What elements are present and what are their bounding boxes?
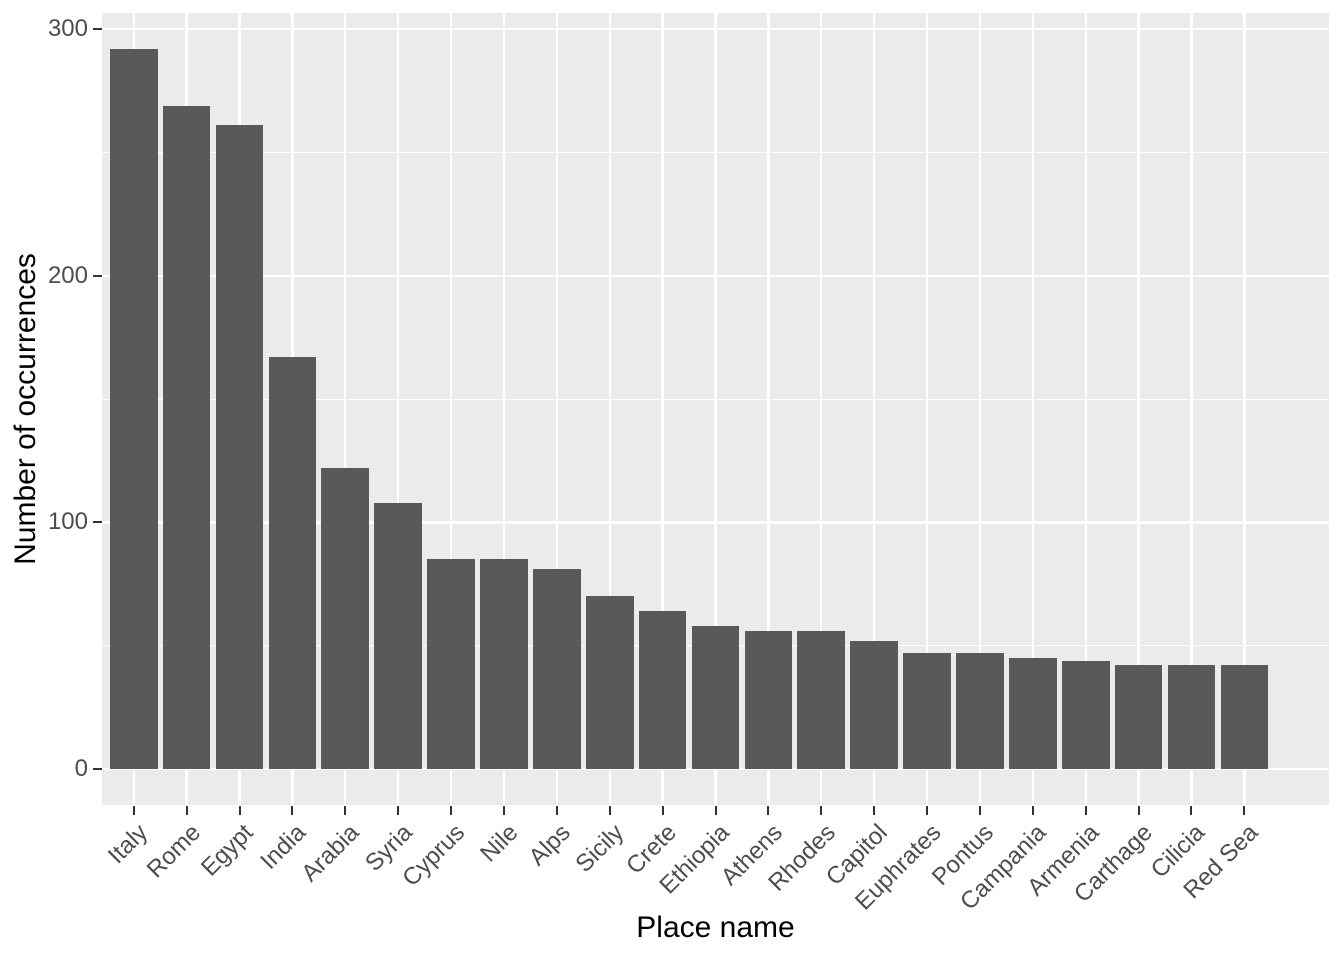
x-tick-mark-0 <box>132 806 135 815</box>
gridline-vertical-13 <box>820 13 823 805</box>
x-tick-label-rome: Rome <box>141 819 206 884</box>
gridline-vertical-11 <box>714 13 717 805</box>
bar-sicily <box>585 596 634 769</box>
gridline-vertical-20 <box>1190 13 1193 805</box>
y-axis-title: Number of occurrences <box>6 13 46 805</box>
y-tick-label-300: 300 <box>47 15 88 43</box>
bar-italy <box>109 49 158 769</box>
gridline-vertical-8 <box>555 13 559 805</box>
bar-syria <box>374 502 422 769</box>
x-tick-mark-21 <box>1243 806 1246 815</box>
x-tick-mark-20 <box>1190 806 1193 815</box>
gridline-vertical-16 <box>978 13 982 805</box>
x-tick-mark-14 <box>873 806 876 815</box>
y-axis-title-text: Number of occurrences <box>9 253 43 565</box>
bar-capitol <box>850 640 898 769</box>
x-tick-mark-6 <box>450 806 453 815</box>
bar-pontus <box>956 653 1004 769</box>
bar-rome <box>162 105 211 769</box>
bar-armenia <box>1061 660 1110 769</box>
gridline-vertical-9 <box>608 13 611 805</box>
gridline-vertical-15 <box>925 13 929 805</box>
bar-cyprus <box>427 559 475 769</box>
y-tick-mark-300 <box>93 28 102 31</box>
bar-euphrates <box>903 653 951 769</box>
bar-red-sea <box>1220 665 1269 769</box>
x-tick-mark-2 <box>238 806 241 815</box>
bar-alps <box>533 569 581 769</box>
x-tick-mark-7 <box>502 806 505 815</box>
y-tick-label-200: 200 <box>47 261 88 289</box>
y-tick-mark-100 <box>93 521 102 524</box>
x-tick-mark-1 <box>185 806 188 815</box>
bar-carthage <box>1114 665 1163 769</box>
x-tick-mark-13 <box>820 806 823 815</box>
x-axis-title: Place name <box>636 911 795 944</box>
gridline-vertical-12 <box>767 13 770 805</box>
x-tick-mark-5 <box>397 806 400 815</box>
y-tick-mark-0 <box>93 768 102 770</box>
x-tick-label-egypt: Egypt <box>196 819 259 882</box>
x-tick-label-sicily: Sicily <box>570 819 629 878</box>
bar-egypt <box>215 125 264 769</box>
x-tick-mark-11 <box>714 806 717 815</box>
x-tick-label-alps: Alps <box>523 819 576 872</box>
bar-nile <box>480 559 528 769</box>
bar-athens <box>744 630 793 769</box>
x-tick-mark-12 <box>767 806 770 815</box>
x-tick-mark-4 <box>344 806 347 815</box>
bar-cilicia <box>1167 665 1216 769</box>
x-tick-mark-18 <box>1084 806 1087 815</box>
gridline-vertical-10 <box>661 13 664 805</box>
bar-india <box>268 357 317 769</box>
gridline-vertical-18 <box>1084 13 1087 805</box>
x-tick-mark-8 <box>555 806 558 815</box>
bar-rhodes <box>797 630 846 769</box>
gridline-vertical-5 <box>396 13 400 805</box>
y-tick-mark-200 <box>93 274 102 277</box>
gridline-vertical-17 <box>1031 13 1035 805</box>
gridline-vertical-4 <box>344 13 347 805</box>
x-tick-label-nile: Nile <box>474 819 524 868</box>
gridline-vertical-6 <box>449 13 453 805</box>
bar-ethiopia <box>691 625 740 769</box>
x-tick-mark-10 <box>661 806 664 815</box>
bar-campania <box>1009 658 1057 769</box>
gridline-vertical-14 <box>872 13 876 805</box>
x-tick-mark-16 <box>978 806 981 815</box>
y-tick-label-0: 0 <box>74 755 88 782</box>
x-tick-mark-19 <box>1137 806 1140 815</box>
bar-arabia <box>321 468 370 769</box>
y-tick-label-100: 100 <box>47 508 88 536</box>
gridline-vertical-21 <box>1243 13 1246 805</box>
x-tick-mark-17 <box>1031 806 1034 815</box>
x-tick-mark-15 <box>926 806 929 815</box>
gridline-vertical-19 <box>1137 13 1140 805</box>
bar-crete <box>638 611 687 769</box>
x-tick-mark-3 <box>291 806 294 815</box>
gridline-vertical-7 <box>502 13 506 805</box>
x-tick-label-arabia: Arabia <box>296 819 365 888</box>
x-tick-mark-9 <box>608 806 611 815</box>
